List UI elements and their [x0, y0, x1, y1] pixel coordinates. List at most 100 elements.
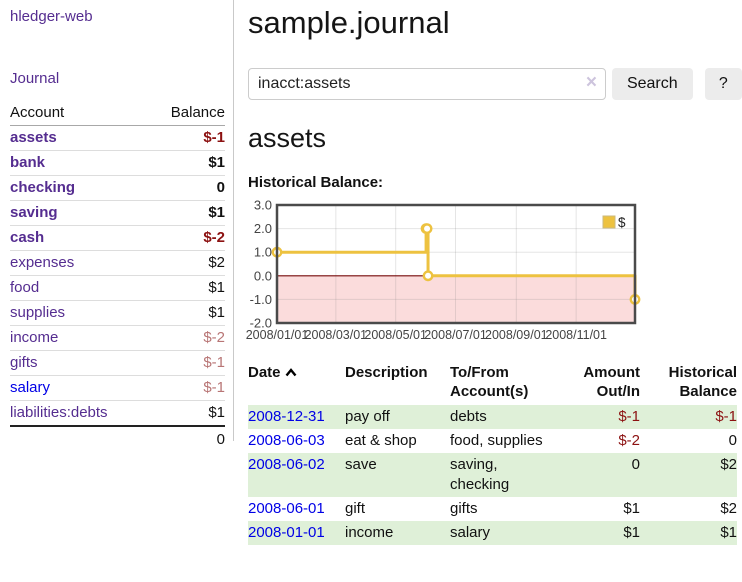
- account-row: bank $1: [10, 150, 225, 176]
- sidebar-account-link-income[interactable]: income: [10, 329, 59, 346]
- accounts-table-body: assets $-1 bank $1 checking 0 saving $1 cash $-2 e…: [10, 125, 225, 427]
- chart-x-tick-label: 2008/03/01: [305, 328, 368, 342]
- transaction-amount: $-1: [618, 408, 640, 425]
- account-row: saving $1: [10, 200, 225, 226]
- transaction-amount: $1: [623, 500, 640, 517]
- transaction-date-link[interactable]: 2008-06-01: [248, 500, 325, 517]
- accounts-table-header-row: Account Balance: [10, 102, 225, 126]
- account-row: assets $-1: [10, 125, 225, 151]
- transaction-date-cell: 2008-01-01: [248, 521, 345, 545]
- transaction-balance: 0: [728, 432, 737, 449]
- historical-balance-chart: $3.0 2.0 1.0 0.0 -1.0 -2.0 2008/01/01 2008/03/0…: [246, 198, 742, 343]
- account-balance: 0: [148, 175, 225, 201]
- account-balance: $-2: [148, 325, 225, 351]
- account-balance: $1: [148, 150, 225, 176]
- chart-y-tick-label: 1.0: [254, 245, 272, 260]
- transaction-description: eat & shop: [345, 432, 417, 449]
- account-balance: $1: [148, 300, 225, 326]
- account-row: checking 0: [10, 175, 225, 201]
- sidebar-account-link-supplies[interactable]: supplies: [10, 304, 66, 321]
- chart-data-point: [421, 223, 433, 235]
- account-balance: $1: [148, 275, 225, 301]
- chart-x-tick-label: 2008/07/01: [424, 328, 487, 342]
- transaction-accounts: salary: [450, 524, 491, 541]
- transaction-date-link[interactable]: 2008-06-03: [248, 432, 325, 449]
- transaction-amount: $-2: [618, 432, 640, 449]
- sidebar-account-link-expenses[interactable]: expenses: [10, 254, 75, 271]
- sort-ascending-icon: [285, 363, 297, 382]
- transaction-description: gift: [345, 500, 366, 517]
- sidebar-account-link-assets[interactable]: assets: [10, 129, 57, 146]
- transaction-description: save: [345, 456, 377, 473]
- accounts-total-row: 0: [10, 425, 225, 452]
- account-row: income $-2: [10, 325, 225, 351]
- clear-search-icon[interactable]: ×: [585, 72, 597, 93]
- account-balance: $2: [148, 250, 225, 276]
- account-row: liabilities:debts $1: [10, 400, 225, 427]
- search-input[interactable]: [248, 68, 606, 100]
- chart-svg: $3.0 2.0 1.0 0.0 -1.0 -2.02008/01/012008/03/0…: [246, 198, 641, 342]
- transaction-row: 2008-06-01 gift gifts $1 $2: [248, 497, 737, 521]
- transactions-header-row: Date Description To/From Account(s) Amount …: [248, 363, 737, 405]
- account-balance: $1: [148, 400, 225, 427]
- chart-title: Historical Balance:: [248, 174, 384, 191]
- transactions-header-to-from-account-s-[interactable]: To/From Account(s): [450, 364, 529, 400]
- transaction-balance: $1: [720, 524, 737, 541]
- accounts-header-account: Account: [10, 102, 149, 126]
- chart-x-tick-label: 2008/05/01: [364, 328, 427, 342]
- sidebar-account-link-salary[interactable]: salary: [10, 379, 51, 396]
- chart-data-point: [422, 270, 434, 282]
- transaction-date-link[interactable]: 2008-12-31: [248, 408, 325, 425]
- transaction-accounts: saving, checking: [450, 456, 510, 493]
- transaction-accounts: gifts: [450, 500, 478, 517]
- sidebar-item-journal[interactable]: Journal: [10, 70, 60, 87]
- account-heading: assets: [248, 123, 327, 153]
- sidebar-account-link-food[interactable]: food: [10, 279, 40, 296]
- chart-y-tick-label: -2.0: [250, 316, 272, 331]
- transactions-table: Date Description To/From Account(s) Amount …: [248, 363, 737, 545]
- transaction-row: 2008-01-01 income salary $1 $1: [248, 521, 737, 545]
- sidebar-account-link-cash[interactable]: cash: [10, 229, 45, 246]
- transactions-header-description[interactable]: Description: [345, 364, 428, 381]
- transaction-date-cell: 2008-12-31: [248, 405, 345, 429]
- transaction-accounts: food, supplies: [450, 432, 543, 449]
- transaction-row: 2008-12-31 pay off debts $-1 $-1: [248, 405, 737, 429]
- chart-y-tick-label: 3.0: [254, 198, 272, 213]
- transaction-balance: $2: [720, 500, 737, 517]
- account-balance: $-1: [148, 375, 225, 401]
- transactions-header-date[interactable]: Date: [248, 363, 345, 405]
- main-content: sample.journal × Search ? assets Histori…: [246, 0, 742, 545]
- accounts-total-value: 0: [148, 425, 225, 452]
- transactions-header-amount-out-in[interactable]: Amount Out/In: [583, 364, 640, 400]
- transaction-date-cell: 2008-06-01: [248, 497, 345, 521]
- sidebar-account-link-checking[interactable]: checking: [10, 179, 76, 196]
- transactions-header-historical-balance[interactable]: Historical Balance: [668, 364, 737, 400]
- legend-swatch: [602, 215, 616, 229]
- account-row: food $1: [10, 275, 225, 301]
- account-balance: $1: [148, 200, 225, 226]
- transaction-accounts: debts: [450, 408, 487, 425]
- transaction-date-link[interactable]: 2008-01-01: [248, 524, 325, 541]
- transaction-balance: $2: [720, 456, 737, 473]
- chart-negative-region: [277, 275, 635, 323]
- chart-y-tick-label: -1.0: [250, 292, 272, 307]
- transaction-date-link[interactable]: 2008-06-02: [248, 456, 325, 473]
- transaction-row: 2008-06-03 eat & shop food, supplies $-2 0: [248, 429, 737, 453]
- account-row: expenses $2: [10, 250, 225, 276]
- search-box: ×: [248, 68, 606, 100]
- account-balance: $-1: [148, 125, 225, 151]
- sidebar-account-link-saving[interactable]: saving: [10, 204, 58, 221]
- account-row: salary $-1: [10, 375, 225, 401]
- sidebar-account-link-gifts[interactable]: gifts: [10, 354, 38, 371]
- sidebar-account-link-liabilities-debts[interactable]: liabilities:debts: [10, 404, 108, 421]
- chart-x-tick-label: 2008/09/01: [485, 328, 548, 342]
- transaction-date-cell: 2008-06-03: [248, 429, 345, 453]
- search-button[interactable]: Search: [611, 68, 693, 100]
- transaction-date-cell: 2008-06-02: [248, 453, 345, 497]
- app-brand-link[interactable]: hledger-web: [10, 8, 93, 25]
- account-balance: $-1: [148, 350, 225, 376]
- accounts-total-spacer: [10, 425, 149, 452]
- legend-label: $: [618, 215, 626, 230]
- sidebar-account-link-bank[interactable]: bank: [10, 154, 46, 171]
- help-button[interactable]: ?: [704, 68, 742, 100]
